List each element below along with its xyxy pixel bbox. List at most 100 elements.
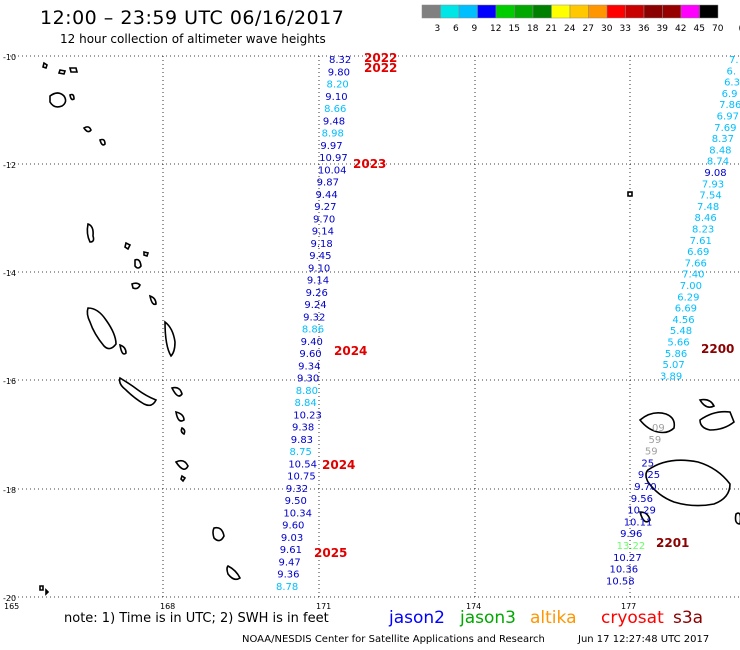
wave-height-value: 6. [727,66,737,77]
wave-height-value: 5.66 [667,338,689,349]
wave-height-value: 7.00 [680,281,702,292]
wave-height-value: 9.27 [314,202,336,213]
wave-height-value: 7.66 [685,258,707,269]
wave-height-value: 9.34 [298,361,320,372]
wave-height-value: 9.38 [292,423,314,434]
scale-label: 6 [453,24,459,34]
wave-height-value: 10.04 [318,165,347,176]
wave-height-value: 8.80 [296,386,318,397]
wave-height-value: 9.36 [277,570,299,581]
wave-height-value: 13.22 [617,541,646,552]
wave-height-value: 6.29 [677,292,699,303]
legend-jason2: jason2 [389,608,445,628]
island [627,191,633,197]
wave-height-value: 8.20 [327,80,349,91]
scale-label: 27 [583,24,594,34]
lon-label: 171 [316,602,331,611]
wave-height-value: 8.46 [695,213,717,224]
scale-label: 45 [694,24,705,34]
page-subtitle: 12 hour collection of altimeter wave hei… [60,32,326,46]
wave-height-value: 59 [645,447,658,458]
island [131,282,141,290]
scale-label: 9 [472,24,478,34]
scale-label: 3 [435,24,441,34]
island [174,459,189,483]
wave-height-value: 8.48 [709,145,731,156]
footnote: note: 1) Time is in UTC; 2) SWH is in fe… [64,611,329,626]
wave-height-value: 7.54 [699,191,721,202]
legend-s3a: s3a [673,608,704,628]
pass-time-label: 2200 [701,342,734,356]
legend-cryosat: cryosat [601,608,664,628]
altimeter-tracks: 8.329.808.209.108.669.488.989.9710.9710.… [276,51,740,593]
wave-height-value: 6.9 [722,89,738,100]
pass-time-label: 2022 [364,51,397,65]
pass-time-label: 2024 [322,458,355,472]
wave-height-value: 9.14 [307,276,329,287]
island [212,526,225,542]
wave-height-value: 9.61 [280,545,302,556]
wave-height-value: 8.74 [707,157,729,168]
island [175,410,186,436]
island [39,585,50,596]
island [699,410,735,431]
scale-label: 12 [490,24,501,34]
wave-height-value: 9.70 [634,482,656,493]
legend-jason3: jason3 [460,608,516,628]
wave-height-value: 9.10 [325,92,347,103]
wave-height-value: 7.40 [682,270,704,281]
scale-swatch [699,4,719,19]
wave-height-value: 9.40 [301,337,323,348]
wave-height-value: 6.69 [675,304,697,315]
wave-height-value: 9.45 [309,251,331,262]
wave-height-value: 9.50 [285,496,307,507]
page-title: 12:00 – 23:59 UTC 06/16/2017 [40,7,345,29]
lon-label: 174 [466,602,481,611]
lat-label: -14 [3,269,16,278]
wave-height-value: 9.18 [311,239,333,250]
wave-height-value: 3.89 [660,371,682,382]
island [82,126,92,133]
scale-label: 36 [638,24,650,34]
wave-height-value: 9.80 [328,67,350,78]
pass-time-label: 2022 [364,61,397,75]
wave-height-value: 9.70 [313,214,335,225]
wave-height-value: 10.97 [319,153,348,164]
wave-height-value: 10.23 [293,410,322,421]
wave-height-value: 10.34 [283,508,312,519]
lat-label: -16 [3,377,16,386]
wave-height-value: 8.23 [692,225,714,236]
island [49,92,75,108]
island [226,565,242,581]
wave-height-value: 9.47 [278,557,300,568]
wave-height-value: 7.93 [702,179,724,190]
island [734,512,740,525]
wave-height-value: 9.60 [282,521,304,532]
island [42,61,79,75]
island [86,222,95,243]
scale-label: (ft) [739,24,740,34]
scale-label: 33 [620,24,631,34]
wave-height-value: 8.98 [322,129,344,140]
island [638,412,676,434]
wave-height-value: 9.60 [299,349,321,360]
wave-height-value: 09 [652,423,665,434]
island [164,320,176,358]
wave-height-value: 8.32 [329,55,351,66]
wave-height-value: 10.75 [287,472,316,483]
island [99,138,106,146]
wave-height-value: 10.54 [288,459,317,470]
island-coastlines [39,61,740,596]
island [86,307,117,350]
wave-height-value: 9.44 [315,190,337,201]
wave-height-value: 25 [641,458,654,469]
wave-height-value: 10.58 [606,576,635,587]
wave-height-value: 8.37 [712,134,734,145]
wave-height-value: 9.26 [306,288,328,299]
island [118,343,127,355]
wave-height-value: 9.24 [304,300,326,311]
legend-altika: altika [530,608,577,628]
